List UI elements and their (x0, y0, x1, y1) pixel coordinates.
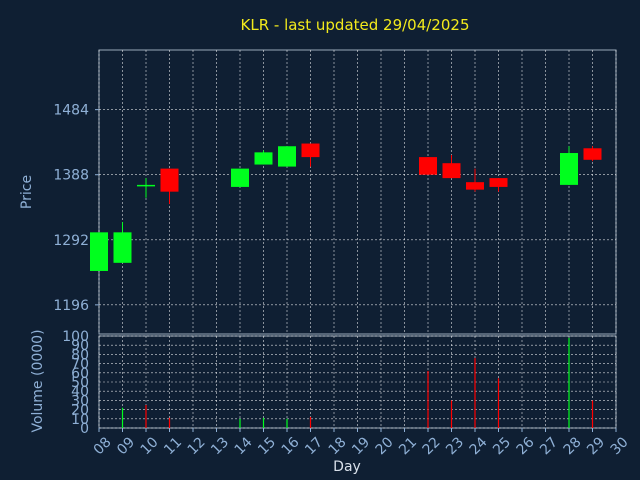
candle-body (583, 148, 602, 160)
chart-title: KLR - last updated 29/04/2025 (241, 16, 470, 34)
volume-tick-label: 0 (80, 421, 89, 437)
price-tick-label: 1292 (53, 233, 89, 249)
candle-body (231, 168, 249, 187)
candle-body (113, 232, 132, 263)
volume-tick-label: 50 (71, 375, 89, 391)
x-tick-label: 29 (584, 434, 608, 458)
volume-tick-label: 20 (71, 403, 89, 419)
x-tick-label: 18 (326, 434, 350, 458)
candle-body (90, 232, 108, 271)
volume-tick-label: 30 (71, 393, 89, 409)
price-tick-label: 1388 (53, 168, 89, 184)
volume-tick-label: 10 (71, 412, 89, 428)
volume-axis-label: Volume (0000) (30, 329, 46, 432)
x-tick-label: 17 (302, 434, 326, 458)
x-tick-label: 09 (114, 434, 138, 458)
price-tick-label: 1196 (53, 298, 89, 314)
volume-tick-label: 60 (71, 366, 89, 382)
x-tick-label: 10 (138, 434, 162, 458)
x-tick-label: 23 (443, 434, 467, 458)
x-tick-label: 08 (91, 434, 115, 458)
x-tick-label: 24 (467, 434, 491, 458)
volume-tick-label: 90 (71, 338, 89, 354)
x-tick-label: 12 (185, 434, 209, 458)
x-tick-label: 13 (208, 434, 232, 458)
x-tick-label: 16 (279, 434, 303, 458)
x-tick-label: 26 (514, 434, 538, 458)
x-tick-label: 20 (373, 434, 397, 458)
volume-tick-label: 70 (71, 357, 89, 373)
x-tick-label: 11 (161, 434, 185, 458)
volume-tick-label: 40 (71, 384, 89, 400)
candle-body (160, 168, 179, 192)
candle-body (137, 184, 155, 187)
x-tick-label: 14 (232, 434, 256, 458)
candle-body (466, 182, 484, 190)
candle-body (489, 178, 508, 187)
x-tick-label: 28 (561, 434, 585, 458)
price-axis-label: Price (19, 175, 35, 209)
candle-body (301, 143, 320, 158)
volume-tick-label: 100 (62, 329, 89, 345)
candle-body (560, 153, 578, 185)
volume-tick-label: 80 (71, 347, 89, 363)
candle-body (442, 163, 461, 179)
x-tick-label: 25 (490, 434, 514, 458)
day-axis-label: Day (333, 459, 361, 475)
price-tick-label: 1484 (53, 103, 89, 119)
x-tick-label: 30 (608, 434, 632, 458)
candle-body (254, 152, 273, 165)
candle-body (278, 146, 296, 167)
candle-body (419, 157, 437, 175)
x-tick-label: 27 (537, 434, 561, 458)
x-tick-labels: 08 09 10 11 12 13 14 15 16 17 18 19 20 21 22 23 24 25 26 27… (91, 428, 632, 458)
x-tick-label: 21 (396, 434, 420, 458)
x-tick-label: 22 (420, 434, 444, 458)
x-tick-label: 19 (349, 434, 373, 458)
price-panel: 1196 1292 1388 1484 (53, 49, 617, 335)
x-tick-label: 15 (255, 434, 279, 458)
